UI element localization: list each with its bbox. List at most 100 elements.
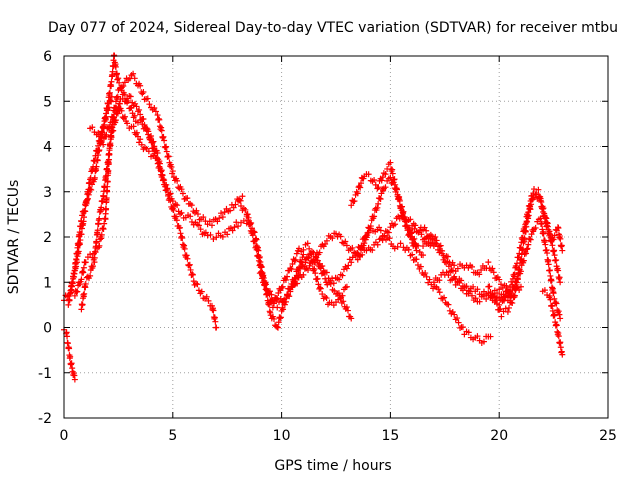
data-point [535,186,542,193]
data-point [496,301,503,308]
data-point [193,207,200,214]
data-point [103,131,110,138]
data-point [405,246,412,253]
data-point [551,312,558,319]
data-point [184,255,191,262]
data-point [509,300,516,307]
data-point [84,196,91,203]
data-point [520,257,527,264]
data-point [374,241,381,248]
data-point [435,286,442,293]
series-arc-6 [87,104,157,160]
data-point [511,285,518,292]
data-point [284,291,291,298]
data-point [113,70,120,77]
data-point [75,240,82,247]
data-point [163,181,170,188]
data-point [490,269,497,276]
data-point [214,218,221,225]
series-arc-8 [243,211,372,311]
data-point [382,171,389,178]
data-point [93,238,100,245]
data-point [540,230,547,237]
data-point [103,205,110,212]
data-point [163,148,170,155]
data-point [148,139,155,146]
data-point [251,238,258,245]
data-point [323,295,330,302]
data-point [537,215,544,222]
data-point [275,319,282,326]
data-point [173,213,180,220]
data-point [542,241,549,248]
data-point [95,129,102,136]
data-point [420,252,427,259]
data-point [544,250,551,257]
data-point [408,230,415,237]
data-point [386,235,393,242]
data-point [65,301,72,308]
data-point [281,301,288,308]
data-point [322,240,329,247]
data-point [81,207,88,214]
data-point [288,266,295,273]
data-point [152,108,159,115]
data-point [111,114,118,121]
data-point [371,213,378,220]
data-point [74,288,81,295]
data-point [377,227,384,234]
data-point [396,197,403,204]
data-point [80,269,87,276]
data-point [106,89,113,96]
data-point [516,250,523,257]
data-point [374,204,381,211]
data-point [213,234,220,241]
data-point [314,275,321,282]
data-point [330,280,337,287]
data-point [280,306,287,313]
data-point [71,292,78,299]
data-point [426,276,433,283]
data-point [167,190,174,197]
data-point [100,226,107,233]
data-point [170,207,177,214]
data-point [221,209,228,216]
data-point [68,286,75,293]
data-point [461,284,468,291]
data-point [70,275,77,282]
data-point [412,222,419,229]
data-point [436,289,443,296]
data-point [385,229,392,236]
data-point [494,290,501,297]
data-point [469,263,475,270]
data-point [163,143,170,150]
series-arc-4 [78,92,250,313]
data-point [194,211,201,218]
data-point [344,307,351,314]
data-point [439,247,446,254]
data-point [205,297,212,304]
data-points [61,52,566,383]
data-point [178,186,185,193]
data-point [300,251,307,258]
data-point [257,269,264,276]
data-point [93,163,100,170]
data-point [498,313,505,320]
data-point [118,87,125,94]
data-point [547,296,554,303]
data-point [300,271,307,278]
data-point [131,112,138,119]
data-point [489,265,496,272]
data-point [329,275,336,282]
data-point [399,203,406,210]
data-point [425,241,432,248]
data-point [354,190,361,197]
data-point [186,262,193,269]
data-point [557,344,564,351]
data-point [487,333,494,340]
data-point [472,295,479,302]
data-point [354,256,361,263]
data-point [342,238,349,245]
data-point [396,193,403,200]
data-point [206,218,213,225]
